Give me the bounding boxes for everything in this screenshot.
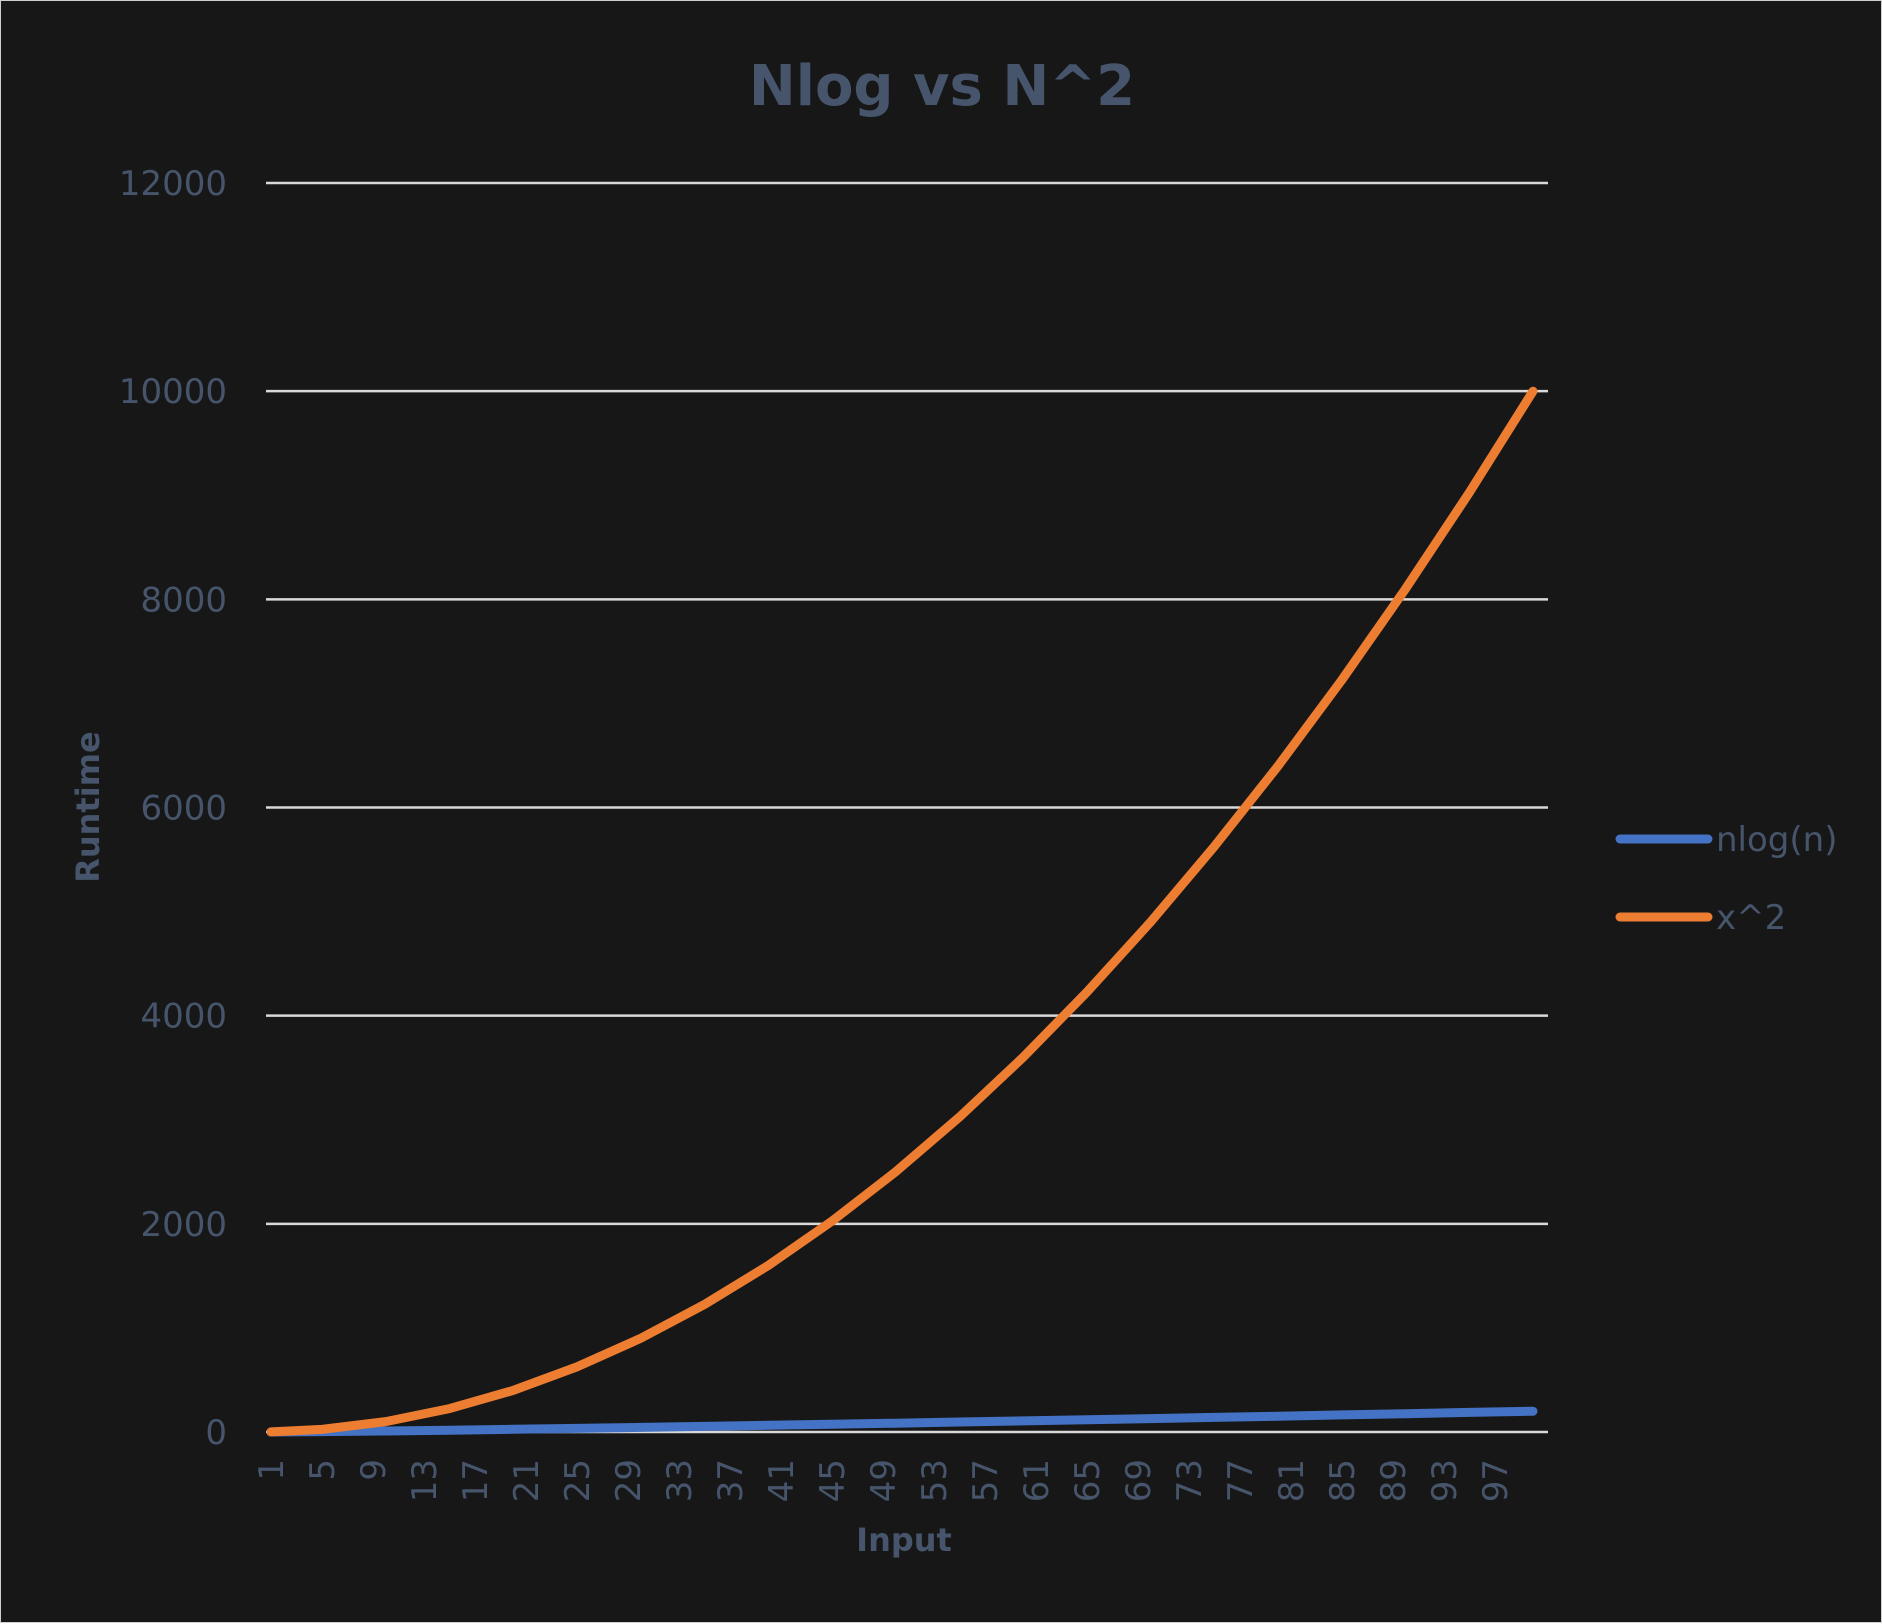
legend-label-0: nlog(n) bbox=[1716, 820, 1837, 860]
x-tick-label: 49 bbox=[864, 1459, 904, 1502]
x-tick-label: 13 bbox=[405, 1459, 445, 1502]
x-tick-label: 1 bbox=[252, 1459, 292, 1481]
x-tick-label: 61 bbox=[1017, 1459, 1057, 1502]
x-tick-label: 41 bbox=[762, 1459, 802, 1502]
y-tick-label: 6000 bbox=[140, 789, 227, 829]
y-tick-label: 10000 bbox=[119, 372, 227, 412]
series-line-1 bbox=[266, 386, 1538, 1437]
x-tick-label: 85 bbox=[1323, 1459, 1363, 1502]
x-tick-label: 69 bbox=[1119, 1459, 1159, 1502]
x-tick-label: 5 bbox=[303, 1459, 343, 1481]
gridlines bbox=[266, 181, 1548, 1434]
series-layer bbox=[266, 386, 1538, 1437]
x-axis-title: Input bbox=[856, 1521, 952, 1559]
y-axis-title: Runtime bbox=[69, 731, 107, 883]
x-axis-ticks: 1 5 9 13 17 21 25 29 33 37 41 45 49 53 57 61 65 69 73 77 81 8… bbox=[252, 1459, 1516, 1502]
x-tick-label: 73 bbox=[1170, 1459, 1210, 1502]
x-tick-label: 97 bbox=[1476, 1459, 1516, 1502]
x-tick-label: 81 bbox=[1272, 1459, 1312, 1502]
x-tick-label: 53 bbox=[915, 1459, 955, 1502]
x-tick-label: 29 bbox=[609, 1459, 649, 1502]
x-tick-label: 33 bbox=[660, 1459, 700, 1502]
legend: nlog(n) x^2 bbox=[1615, 820, 1837, 938]
y-tick-label: 4000 bbox=[140, 997, 227, 1037]
x-tick-label: 65 bbox=[1068, 1459, 1108, 1502]
x-tick-label: 45 bbox=[813, 1459, 853, 1502]
y-axis-ticks: 0 2000 4000 6000 8000 10000 12000 bbox=[119, 164, 227, 1453]
x-tick-label: 77 bbox=[1221, 1459, 1261, 1502]
y-tick-label: 8000 bbox=[140, 580, 227, 620]
series-line-0 bbox=[266, 1406, 1538, 1437]
y-tick-label: 0 bbox=[205, 1413, 227, 1453]
x-tick-label: 57 bbox=[966, 1459, 1006, 1502]
legend-label-1: x^2 bbox=[1716, 898, 1786, 938]
x-tick-label: 37 bbox=[711, 1459, 751, 1502]
x-tick-label: 21 bbox=[507, 1459, 547, 1502]
x-tick-label: 89 bbox=[1374, 1459, 1414, 1502]
y-tick-label: 12000 bbox=[119, 164, 227, 204]
y-tick-label: 2000 bbox=[140, 1205, 227, 1245]
x-tick-label: 17 bbox=[456, 1459, 496, 1502]
x-tick-label: 25 bbox=[558, 1459, 598, 1502]
chart-title: Nlog vs N^2 bbox=[749, 54, 1135, 119]
x-tick-label: 93 bbox=[1425, 1459, 1465, 1502]
x-tick-label: 9 bbox=[354, 1459, 394, 1481]
